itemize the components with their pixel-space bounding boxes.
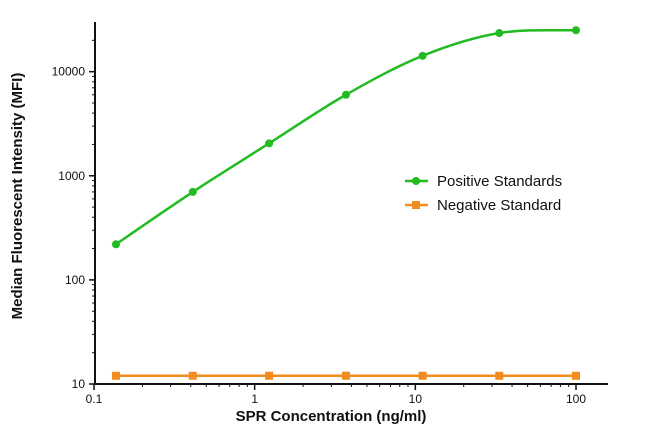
x-tick-label: 10 [409,392,423,406]
data-point-positive [495,29,504,38]
y-tick-label: 1000 [58,169,85,183]
legend-label-positive: Positive Standards [437,173,562,190]
legend-item-negative: Negative Standard [405,197,561,214]
data-point-positive [341,90,350,99]
data-point-positive [418,51,427,60]
y-tick-label: 10000 [52,65,86,79]
legend-marker-positive [412,177,420,185]
legend-item-positive: Positive Standards [405,173,562,190]
data-point-negative [572,371,580,380]
data-point-positive [572,26,580,35]
series-layer [111,26,580,380]
legend: Positive Standards Negative Standard [405,173,562,214]
ticks: 0.1 1 10 100 10 100 1000 10000 [52,39,586,406]
x-tick-label: 100 [566,392,586,406]
data-point-negative [418,371,427,380]
legend-marker-negative [412,201,420,209]
x-tick-label: 0.1 [86,392,103,406]
y-tick-label: 10 [72,377,86,391]
x-axis-title: SPR Concentration (ng/ml) [236,408,427,425]
legend-label-negative: Negative Standard [437,197,561,214]
data-point-positive [188,187,197,196]
data-point-negative [265,371,274,380]
data-point-negative [341,371,350,380]
x-tick-label: 1 [251,392,258,406]
data-point-negative [111,371,120,380]
data-point-negative [495,371,504,380]
y-tick-label: 100 [65,273,85,287]
y-axis-title: Median Fluorescent Intensity (MFI) [9,73,26,320]
data-point-negative [188,371,197,380]
data-point-positive [265,139,274,148]
data-point-positive [111,240,120,249]
